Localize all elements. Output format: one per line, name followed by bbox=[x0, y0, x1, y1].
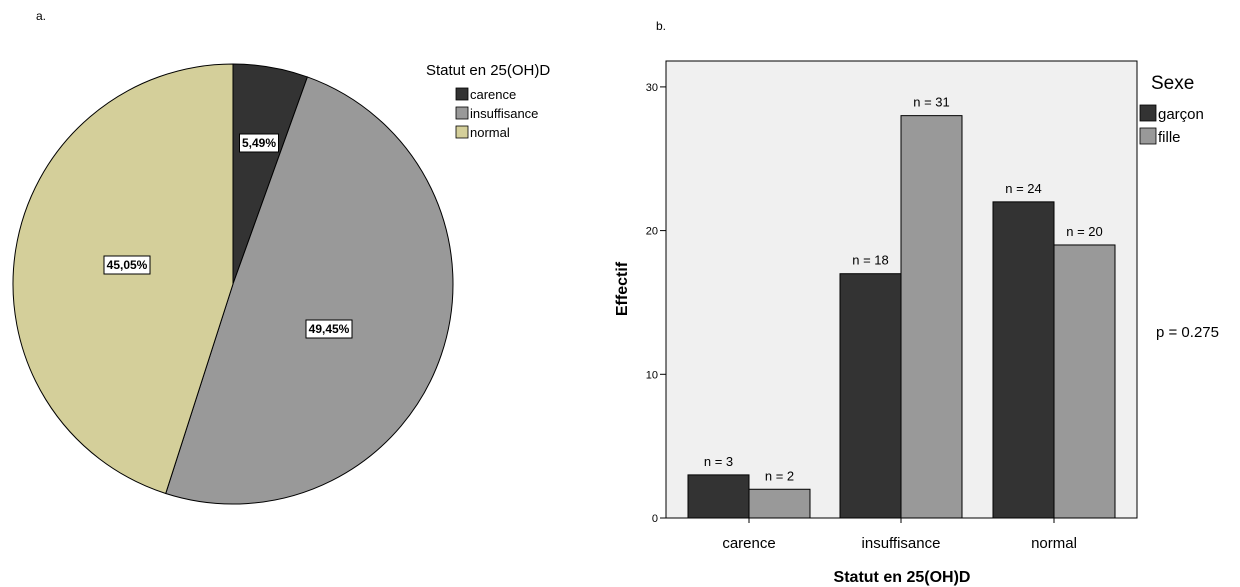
pie-legend-label-carence: carence bbox=[470, 87, 516, 102]
y-tick-label: 30 bbox=[646, 82, 658, 94]
pie-slice-normal bbox=[12, 63, 234, 495]
panel-b-label: b. bbox=[656, 19, 666, 33]
bar-legend-swatch-garçon bbox=[1139, 104, 1157, 122]
x-category-label-normal: normal bbox=[1031, 535, 1077, 552]
bar-value-label: n = 2 bbox=[765, 468, 794, 483]
pie-slice-labels: 5,49% 49,45% 45,05% bbox=[103, 133, 353, 339]
x-category-label-insuffisance: insuffisance bbox=[862, 535, 941, 552]
pie-slice-label: 45,05% bbox=[107, 258, 148, 272]
x-axis-title: Statut en 25(OH)D bbox=[834, 569, 971, 586]
pie-legend-swatch-insuffisance bbox=[455, 106, 469, 120]
pie-slice-label: 5,49% bbox=[242, 136, 276, 150]
pie-slice-insuffisance bbox=[165, 76, 454, 505]
pie-legend-swatch-carence bbox=[455, 87, 469, 101]
pie-legend-label-insuffisance: insuffisance bbox=[470, 106, 538, 121]
pie-legend-swatch-normal bbox=[455, 125, 469, 139]
pie-slice-label: 49,45% bbox=[309, 322, 350, 336]
bar-carence-fille bbox=[748, 488, 811, 519]
bar-value-labels: n = 3 n = 2 n = 18 n = 31 n = 24 n = 20 bbox=[704, 95, 1103, 484]
bar-value-label: n = 31 bbox=[913, 95, 950, 110]
bar-value-label: n = 24 bbox=[1005, 181, 1042, 196]
y-axis-title: Effectif bbox=[614, 261, 631, 316]
bar-legend-label-fille: fille bbox=[1158, 129, 1181, 146]
bar-value-label: n = 3 bbox=[704, 454, 733, 469]
bar-value-label: n = 20 bbox=[1066, 224, 1103, 239]
pie-chart: 5,49% 49,45% 45,05% bbox=[12, 63, 454, 505]
pie-label-box bbox=[103, 255, 151, 275]
y-axis-ticks: 0 10 20 30 bbox=[646, 82, 666, 525]
bar-insuffisance-fille bbox=[900, 115, 963, 519]
bar-carence-garçon bbox=[687, 474, 750, 519]
p-value-annotation: p = 0.275 bbox=[1156, 324, 1219, 341]
x-category-label-carence: carence bbox=[722, 535, 775, 552]
bar-legend-title: Sexe bbox=[1151, 73, 1194, 94]
y-tick-label: 20 bbox=[646, 226, 658, 238]
pie-legend-title: Statut en 25(OH)D bbox=[426, 62, 550, 79]
panel-a-label: a. bbox=[36, 9, 46, 23]
pie-slices bbox=[12, 63, 454, 505]
pie-legend: Statut en 25(OH)D carence insuffisance nor… bbox=[426, 62, 550, 140]
bar-legend-label-garçon: garçon bbox=[1158, 106, 1204, 123]
bar-insuffisance-garçon bbox=[839, 273, 902, 519]
x-axis-categories: carence insuffisance normal bbox=[722, 518, 1077, 552]
bar-normal-fille bbox=[1053, 244, 1116, 519]
bar-legend-swatch-fille bbox=[1139, 127, 1157, 145]
bar-normal-garçon bbox=[992, 201, 1055, 519]
pie-label-box bbox=[239, 133, 279, 153]
pie-label-box bbox=[305, 319, 353, 339]
y-tick-label: 10 bbox=[646, 369, 658, 381]
pie-legend-label-normal: normal bbox=[470, 125, 510, 140]
bars bbox=[687, 115, 1116, 519]
bar-legend: Sexe garçon fille bbox=[1139, 73, 1204, 146]
y-tick-label: 0 bbox=[652, 513, 658, 525]
bar-value-label: n = 18 bbox=[852, 253, 889, 268]
